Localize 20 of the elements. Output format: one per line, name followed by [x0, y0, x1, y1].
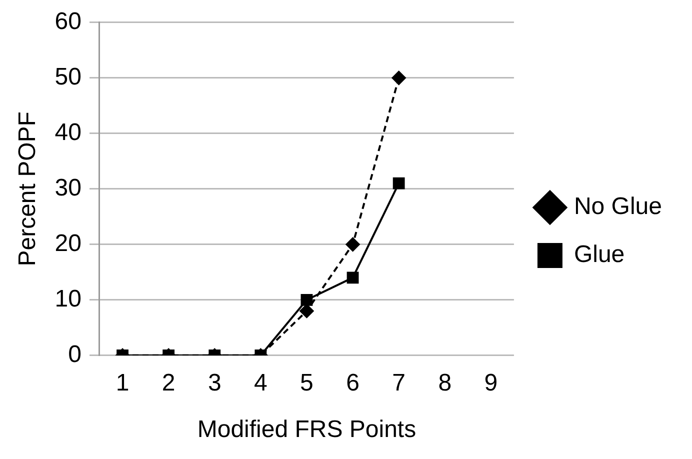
- y-axis-title: Percent POPF: [14, 112, 42, 266]
- x-tick-label: 2: [162, 369, 176, 396]
- x-tick-label: 3: [208, 369, 222, 396]
- y-tick-label: 40: [54, 119, 82, 146]
- legend-label: No Glue: [574, 193, 662, 220]
- x-tick-label: 6: [346, 369, 360, 396]
- x-tick-label: 9: [484, 369, 498, 396]
- x-tick-label: 7: [392, 369, 406, 396]
- y-tick-label: 10: [54, 286, 82, 313]
- legend-label: Glue: [574, 241, 625, 268]
- x-tick-label: 8: [438, 369, 452, 396]
- y-tick-label: 0: [68, 341, 82, 368]
- x-tick-label: 4: [254, 369, 268, 396]
- y-tick-label: 20: [54, 230, 82, 258]
- x-tick-label: 5: [300, 369, 314, 396]
- y-tick-label: 50: [54, 64, 82, 91]
- y-tick-label: 60: [54, 8, 82, 36]
- x-axis-title: Modified FRS Points: [197, 416, 416, 444]
- y-tick-label: 30: [54, 174, 82, 202]
- x-tick-label: 1: [116, 369, 130, 396]
